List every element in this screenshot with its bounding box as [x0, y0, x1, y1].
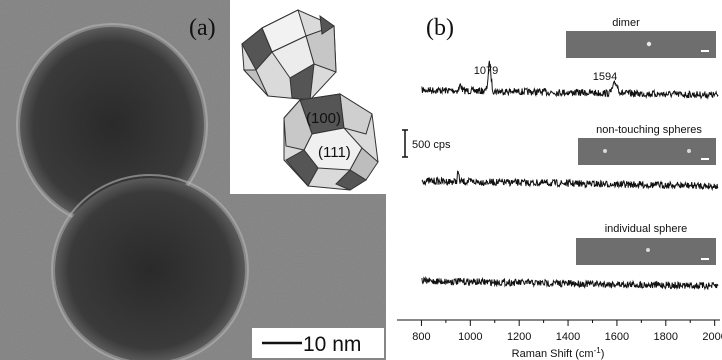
- x-tick-label-1200: 1200: [507, 331, 531, 343]
- spectrum-trace-dimer: [421, 60, 719, 100]
- inset-spot-non-touching-2: [687, 149, 691, 153]
- inset-scalebar-individual: [701, 258, 709, 260]
- facet-111-label: (111): [318, 144, 351, 161]
- panel-a-label: (a): [189, 15, 216, 41]
- intensity-scale-label: 500 cps: [412, 139, 451, 151]
- nanoparticle-top: [20, 27, 204, 223]
- panel-b: (b) dimer non-touching spheres individua…: [397, 15, 722, 360]
- inset-spot-non-touching-1: [603, 149, 607, 153]
- x-tick-label-1800: 1800: [654, 331, 678, 343]
- scale-bar-label: 10 nm: [303, 333, 361, 356]
- x-tick-label-800: 800: [412, 331, 430, 343]
- peak-label-1594: 1594: [593, 71, 617, 83]
- polyhedron-top: [241, 9, 337, 101]
- x-axis-label: Raman Shift (cm-1): [512, 346, 605, 360]
- x-tick-label-1600: 1600: [605, 331, 629, 343]
- x-tick-label-1000: 1000: [458, 331, 482, 343]
- polyhedron-bottom: [283, 93, 379, 191]
- x-tick-label-1400: 1400: [556, 331, 580, 343]
- nanoparticle-bottom-shell: [51, 174, 249, 360]
- spectrum-trace-non-touching: [421, 170, 719, 192]
- inset-scalebar-non-touching: [701, 158, 709, 160]
- facet-100-label: (100): [306, 110, 341, 127]
- inset-image-individual: [576, 238, 716, 265]
- inset-scalebar-dimer: [701, 50, 709, 52]
- peak-label-1079: 1079: [474, 65, 498, 77]
- panel-b-label: (b): [426, 15, 454, 41]
- inset-image-non-touching: [578, 138, 716, 165]
- inset-image-dimer: [566, 31, 716, 58]
- spectrum-label-non-touching: non-touching spheres: [596, 124, 702, 136]
- nanoparticle-bottom: [55, 178, 245, 360]
- spectrum-label-dimer: dimer: [612, 17, 640, 29]
- inset-spot-individual: [646, 248, 650, 252]
- x-axis-ticks: 800 1000 1200 1400 1600 1800 2000: [412, 320, 722, 343]
- inset-spot-dimer: [646, 41, 652, 47]
- spectrum-trace-individual: [421, 276, 719, 291]
- x-tick-label-2000: 2000: [702, 331, 722, 343]
- panel-a: (100) (111) (a) 10 nm: [0, 0, 386, 360]
- spectrum-label-individual: individual sphere: [605, 223, 688, 235]
